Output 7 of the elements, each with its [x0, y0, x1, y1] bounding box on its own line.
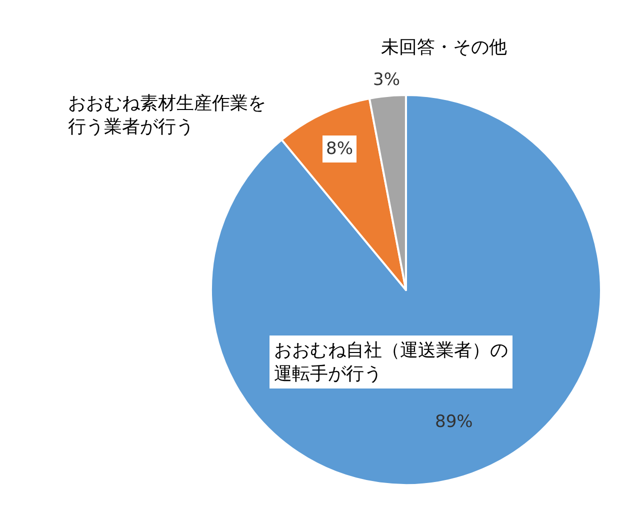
slice-label: おおむね素材生産作業を行う業者が行う: [68, 93, 266, 138]
slice-label: 未回答・その他: [381, 37, 507, 58]
data-label: 89%: [435, 412, 473, 432]
data-label: 8%: [326, 139, 353, 159]
pie-slice: [280, 97, 407, 292]
data-label: 3%: [373, 70, 400, 90]
slice-label: おおむね自社（運送業者）の運転手が行う: [274, 340, 508, 384]
